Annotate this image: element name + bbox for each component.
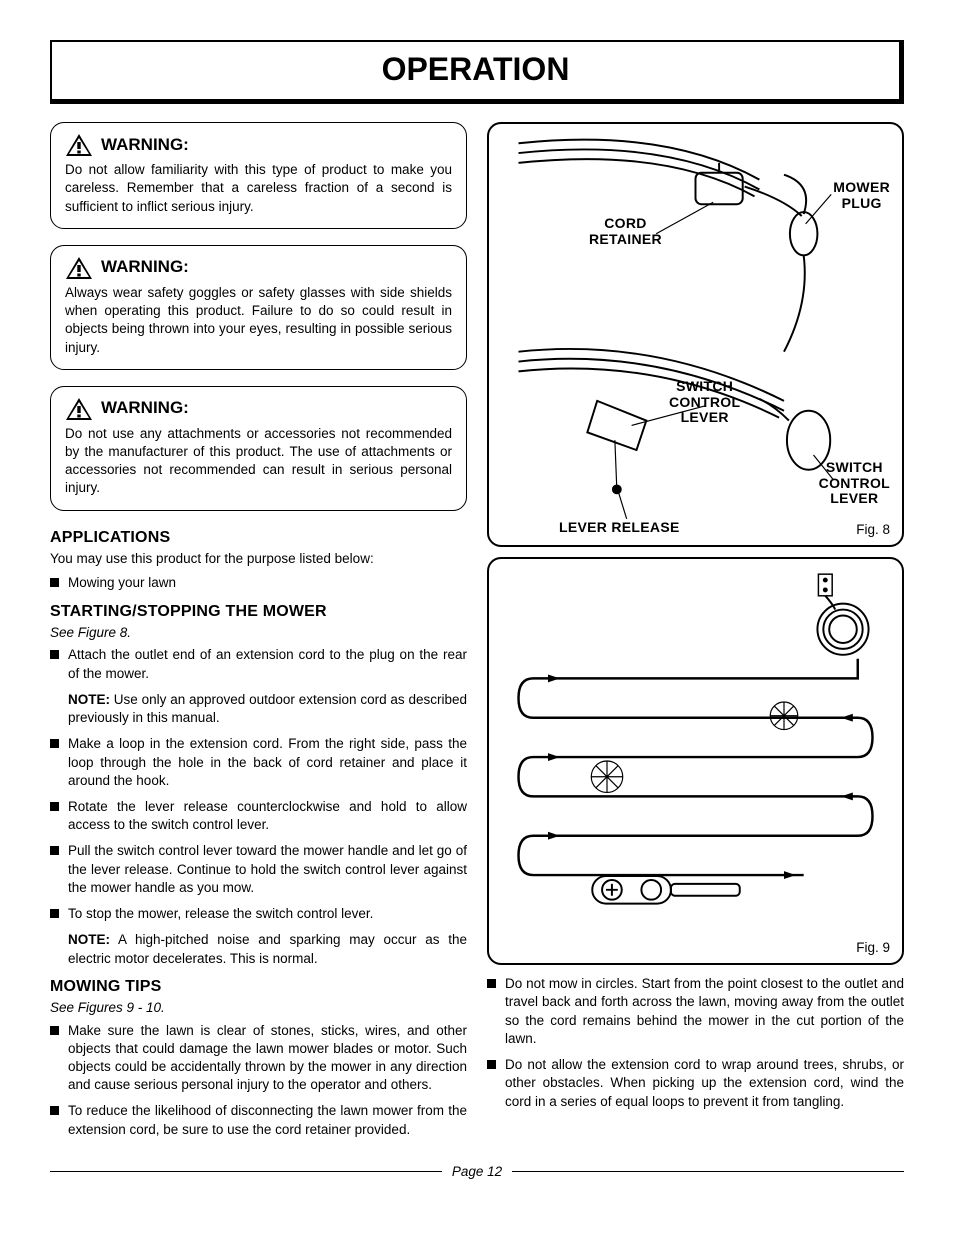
warning-label: WARNING: [101, 397, 189, 420]
warning-triangle-icon [65, 133, 93, 157]
list-item: To stop the mower, release the switch co… [50, 905, 467, 923]
footer-rule [50, 1171, 442, 1172]
starting-list-2: Make a loop in the extension cord. From … [50, 735, 467, 923]
mowing-right-list: Do not mow in circles. Start from the po… [487, 975, 904, 1111]
applications-list: Mowing your lawn [50, 574, 467, 592]
warning-label: WARNING: [101, 134, 189, 157]
note-text: Use only an approved outdoor extension c… [68, 692, 467, 725]
label-switch-control-lever-2: SWITCHCONTROLLEVER [819, 460, 890, 506]
warning-triangle-icon [65, 397, 93, 421]
figure-caption: Fig. 8 [856, 521, 890, 539]
mowing-left-list: Make sure the lawn is clear of stones, s… [50, 1022, 467, 1139]
warning-label: WARNING: [101, 256, 189, 279]
list-item: Attach the outlet end of an extension co… [50, 646, 467, 682]
two-column-layout: WARNING: Do not allow familiarity with t… [50, 122, 904, 1147]
list-item: Do not allow the extension cord to wrap … [487, 1056, 904, 1111]
figure-9: Fig. 9 [487, 557, 904, 965]
page-title: OPERATION [52, 48, 899, 91]
warning-box-3: WARNING: Do not use any attachments or a… [50, 386, 467, 511]
mowing-heading: MOWING TIPS [50, 976, 467, 998]
label-lever-release: LEVER RELEASE [559, 520, 680, 535]
starting-heading: STARTING/STOPPING THE MOWER [50, 601, 467, 623]
note-label: NOTE: [68, 932, 110, 947]
warning-box-1: WARNING: Do not allow familiarity with t… [50, 122, 467, 229]
list-item: Rotate the lever release counterclockwis… [50, 798, 467, 834]
label-cord-retainer: CORDRETAINER [589, 216, 662, 247]
see-figure-ref: See Figure 8. [50, 624, 467, 642]
list-item: Make sure the lawn is clear of stones, s… [50, 1022, 467, 1095]
label-switch-control-lever-1: SWITCHCONTROLLEVER [669, 379, 740, 425]
note-block: NOTE: Use only an approved outdoor exten… [50, 691, 467, 727]
see-figure-ref: See Figures 9 - 10. [50, 999, 467, 1017]
figure-8: MOWERPLUG CORDRETAINER SWITCHCONTROLLEVE… [487, 122, 904, 547]
list-item: Pull the switch control lever toward the… [50, 842, 467, 897]
list-item: Make a loop in the extension cord. From … [50, 735, 467, 790]
left-column: WARNING: Do not allow familiarity with t… [50, 122, 467, 1147]
warning-triangle-icon [65, 256, 93, 280]
footer-rule [512, 1171, 904, 1172]
warning-box-2: WARNING: Always wear safety goggles or s… [50, 245, 467, 370]
figure-caption: Fig. 9 [856, 939, 890, 957]
figure-9-diagram [489, 559, 902, 963]
note-block: NOTE: A high-pitched noise and sparking … [50, 931, 467, 967]
note-label: NOTE: [68, 692, 110, 707]
page-number: Page 12 [452, 1163, 502, 1181]
applications-intro: You may use this product for the purpose… [50, 550, 467, 568]
applications-heading: APPLICATIONS [50, 527, 467, 549]
starting-list: Attach the outlet end of an extension co… [50, 646, 467, 682]
warning-text: Do not use any attachments or accessorie… [65, 425, 452, 498]
page-title-box: OPERATION [50, 40, 904, 104]
warning-text: Do not allow familiarity with this type … [65, 161, 452, 216]
note-text: A high-pitched noise and sparking may oc… [68, 932, 467, 965]
list-item: Mowing your lawn [50, 574, 467, 592]
right-column: MOWERPLUG CORDRETAINER SWITCHCONTROLLEVE… [487, 122, 904, 1147]
warning-text: Always wear safety goggles or safety gla… [65, 284, 452, 357]
list-item: Do not mow in circles. Start from the po… [487, 975, 904, 1048]
label-mower-plug: MOWERPLUG [833, 180, 890, 211]
list-item: To reduce the likelihood of disconnectin… [50, 1102, 467, 1138]
page-footer: Page 12 [50, 1163, 904, 1181]
